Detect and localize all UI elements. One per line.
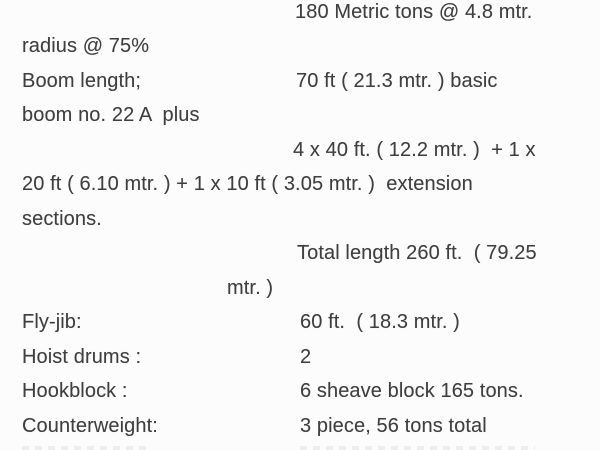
extensions-value-line2: 20 ft ( 6.10 mtr. ) + 1 x 10 ft ( 3.05 m… [22, 173, 473, 195]
counterweight-label: Counterweight: [22, 415, 158, 437]
boom-length-label: Boom length; [22, 70, 142, 92]
total-length-value-line1: Total length 260 ft. ( 79.25 [297, 242, 537, 264]
fly-jib-value: 60 ft. ( 18.3 mtr. ) [300, 311, 460, 333]
hoist-drums-value: 2 [300, 346, 312, 368]
extensions-value-line1: 4 x 40 ft. ( 12.2 mtr. ) + 1 x [293, 139, 536, 161]
hookblock-label: Hookblock : [22, 380, 128, 402]
capacity-value-line1: 180 Metric tons @ 4.8 mtr. [295, 1, 533, 23]
total-length-value-line2: mtr. ) [227, 277, 274, 299]
extensions-value-line3: sections. [22, 208, 102, 230]
counterweight-value: 3 piece, 56 tons total [300, 415, 487, 437]
fly-jib-label: Fly-jib: [22, 311, 82, 333]
boom-length-value-line2: boom no. 22 A plus [22, 104, 200, 126]
capacity-value-line2: radius @ 75% [22, 35, 150, 57]
clipped-next-line-fragment-left [22, 446, 152, 450]
clipped-next-line-fragment-right [300, 446, 535, 450]
hoist-drums-label: Hoist drums : [22, 346, 142, 368]
hookblock-value: 6 sheave block 165 tons. [300, 380, 524, 402]
boom-length-value-line1: 70 ft ( 21.3 mtr. ) basic [296, 70, 498, 92]
